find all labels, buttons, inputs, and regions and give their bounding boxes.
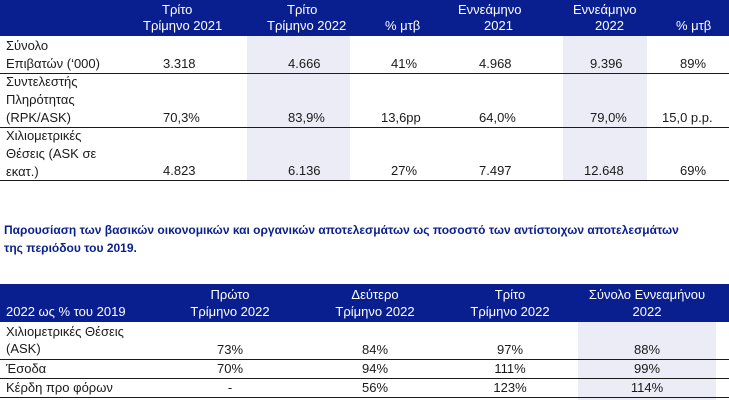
cell: 97% bbox=[496, 342, 524, 357]
cell: 94% bbox=[361, 361, 389, 376]
row-label-load-factor: Συντελεστής Πληρότητας (RPK/ASK) bbox=[6, 74, 78, 125]
vs-2019-table: 2022 ως % του 2019 Πρώτο Τρίμηνο 2022 Δε… bbox=[0, 284, 729, 400]
cell: 89% bbox=[680, 56, 707, 71]
row-label-pretax-profit: Κέρδη προ φόρων bbox=[6, 380, 113, 395]
header-q2-2022: Δεύτερο Τρίμηνο 2022 bbox=[335, 287, 415, 319]
cell: 111% bbox=[494, 361, 526, 376]
row-divider bbox=[0, 397, 729, 398]
header-q3-2022-t2: Τρίτο Τρίμηνο 2022 bbox=[470, 287, 550, 319]
cell: 64,0% bbox=[479, 110, 516, 125]
row-divider bbox=[0, 378, 729, 379]
cell: - bbox=[227, 380, 233, 395]
header-9m-total-2022: Σύνολο Εννεαμήνου 2022 bbox=[588, 287, 706, 319]
cell: 12.648 bbox=[584, 163, 624, 178]
row-divider bbox=[0, 73, 729, 74]
cell: 41% bbox=[391, 56, 418, 71]
cell: 15,0 p.p. bbox=[662, 110, 713, 125]
row-label-ask-t2: Χιλιομετρικές Θέσεις (ASK) bbox=[6, 324, 124, 356]
cell: 123% bbox=[493, 380, 527, 395]
header-q3-2021: Τρίτο Τρίμηνο 2021 bbox=[143, 2, 223, 33]
header-2022-vs-2019: 2022 ως % του 2019 bbox=[6, 304, 126, 319]
row-label-ask: Χιλιομετρικές Θέσεις (ASK σε εκατ.) bbox=[6, 128, 97, 179]
cell: 99% bbox=[633, 361, 661, 376]
traffic-table: Τρίτο Τρίμηνο 2021 Τρίτο Τρίμηνο 2022 % … bbox=[0, 0, 729, 181]
cell: 88% bbox=[633, 342, 661, 357]
cell: 4.666 bbox=[288, 56, 321, 71]
cell: 73% bbox=[216, 342, 244, 357]
header-q1-2022: Πρώτο Τρίμηνο 2022 bbox=[190, 287, 270, 319]
header-9m-2021: Εννεάμηνο 2021 bbox=[458, 2, 522, 33]
traffic-table-header bbox=[0, 0, 729, 36]
cell: 70% bbox=[216, 361, 244, 376]
cell: 9.396 bbox=[590, 56, 623, 71]
row-label-passengers: Σύνολο Επιβατών (‘000) bbox=[6, 38, 100, 71]
shade-q3-2022 bbox=[247, 36, 350, 180]
cell: 70,3% bbox=[163, 110, 200, 125]
header-yoy-9m: % μτβ bbox=[676, 18, 712, 33]
cell: 83,9% bbox=[288, 110, 325, 125]
cell: 114% bbox=[630, 380, 664, 395]
cell: 84% bbox=[361, 342, 389, 357]
cell: 27% bbox=[391, 163, 418, 178]
header-9m-2022: Εννεάμηνο 2022 bbox=[573, 2, 637, 33]
cell: 56% bbox=[361, 380, 389, 395]
row-label-revenue: Έσοδα bbox=[6, 361, 47, 376]
header-yoy-q3: % μτβ bbox=[385, 18, 421, 33]
row-divider bbox=[0, 180, 729, 181]
cell: 4.823 bbox=[163, 163, 196, 178]
row-divider bbox=[0, 127, 729, 128]
cell: 79,0% bbox=[590, 110, 627, 125]
cell: 7.497 bbox=[479, 163, 512, 178]
cell: 13,6pp bbox=[381, 110, 421, 125]
header-q3-2022: Τρίτο Τρίμηνο 2022 bbox=[267, 2, 347, 33]
cell: 3.318 bbox=[163, 56, 196, 71]
shade-9m-total bbox=[578, 322, 716, 400]
row-divider bbox=[0, 359, 729, 360]
shade-9m-2022 bbox=[563, 36, 647, 180]
section-intro-text: Παρουσίαση των βασικών οικονομικών και ο… bbox=[4, 223, 679, 255]
cell: 4.968 bbox=[479, 56, 512, 71]
vs-2019-table-header bbox=[0, 284, 729, 322]
cell: 69% bbox=[680, 163, 707, 178]
cell: 6.136 bbox=[288, 163, 321, 178]
